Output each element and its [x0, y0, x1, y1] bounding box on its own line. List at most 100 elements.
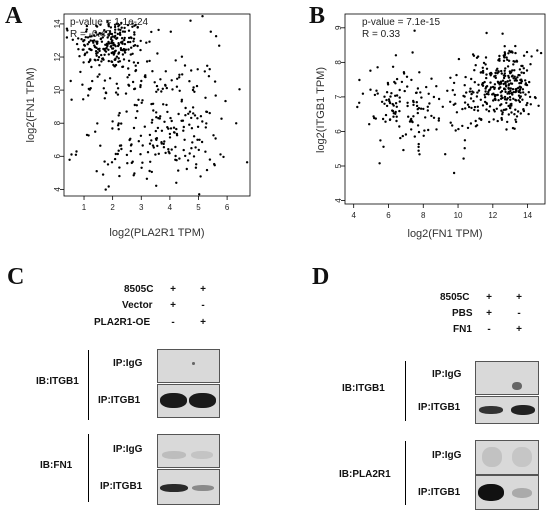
- data-point: [162, 146, 166, 149]
- data-point: [509, 98, 512, 101]
- data-point: [224, 99, 227, 103]
- data-point: [479, 98, 482, 102]
- data-point: [463, 95, 466, 98]
- data-point: [462, 157, 465, 160]
- data-point: [124, 92, 128, 95]
- data-point: [177, 112, 180, 116]
- data-point: [511, 93, 514, 96]
- data-point: [131, 22, 134, 25]
- data-point: [464, 107, 467, 110]
- data-point: [463, 147, 466, 150]
- data-point: [490, 72, 493, 75]
- data-point: [502, 76, 506, 80]
- data-point: [190, 69, 193, 72]
- data-point: [503, 74, 506, 77]
- data-point: [441, 105, 444, 109]
- data-point: [385, 98, 388, 102]
- data-point: [141, 161, 144, 164]
- data-point: [526, 101, 529, 105]
- data-point: [123, 30, 127, 33]
- data-point: [394, 110, 397, 114]
- data-point: [509, 106, 512, 110]
- band: [482, 447, 502, 467]
- data-point: [170, 119, 173, 123]
- data-point: [474, 63, 477, 67]
- data-point: [126, 162, 129, 165]
- data-point: [426, 105, 429, 109]
- data-point: [155, 111, 158, 114]
- data-point: [86, 36, 90, 39]
- data-point: [498, 57, 501, 61]
- data-point: [101, 173, 105, 176]
- data-point: [510, 111, 513, 114]
- data-point: [177, 169, 180, 172]
- data-point: [194, 166, 198, 169]
- data-point: [183, 64, 187, 67]
- data-point: [130, 161, 133, 165]
- ip-label-itgb1: IP:ITGB1: [418, 487, 461, 498]
- data-point: [134, 64, 137, 67]
- data-point: [503, 72, 506, 75]
- data-point: [115, 55, 119, 58]
- data-point: [466, 103, 470, 106]
- x-tick-label: 8: [421, 211, 426, 220]
- data-point: [146, 151, 150, 154]
- data-point: [415, 91, 418, 94]
- data-point: [467, 105, 471, 109]
- data-point: [470, 92, 473, 96]
- data-point: [104, 188, 107, 191]
- data-point: [167, 150, 170, 153]
- data-point: [500, 109, 503, 112]
- data-point: [96, 122, 99, 125]
- data-point: [191, 106, 195, 109]
- data-point: [514, 90, 517, 94]
- data-point: [71, 38, 75, 41]
- data-point: [168, 132, 172, 136]
- data-point: [178, 73, 181, 77]
- data-point: [394, 54, 398, 57]
- data-point: [111, 127, 114, 130]
- data-point: [160, 90, 163, 93]
- data-point: [107, 33, 110, 36]
- p-value-label: p-value = 7.1e-15: [362, 17, 441, 28]
- data-point: [391, 109, 395, 113]
- data-point: [205, 122, 208, 125]
- data-point: [386, 83, 390, 86]
- data-point: [199, 175, 202, 178]
- data-point: [385, 104, 389, 108]
- data-point: [411, 51, 414, 54]
- data-point: [402, 72, 406, 75]
- data-point: [503, 69, 506, 73]
- data-point: [508, 79, 512, 82]
- data-point: [111, 35, 115, 38]
- data-point: [83, 38, 86, 42]
- data-point: [470, 77, 473, 81]
- data-point: [507, 113, 510, 116]
- data-point: [156, 144, 159, 148]
- data-point: [461, 124, 464, 128]
- data-point: [407, 115, 410, 118]
- data-point: [118, 60, 122, 63]
- data-point: [87, 134, 90, 137]
- data-point: [106, 44, 109, 47]
- data-point: [199, 115, 203, 118]
- data-point: [379, 139, 382, 142]
- data-point: [200, 140, 204, 144]
- data-point: [143, 125, 146, 128]
- sign: +: [170, 284, 176, 295]
- data-point: [514, 44, 517, 48]
- data-point: [451, 89, 454, 92]
- data-point: [514, 98, 517, 102]
- data-point: [514, 51, 517, 55]
- data-point: [406, 104, 409, 108]
- data-point: [152, 109, 155, 112]
- data-point: [521, 64, 524, 68]
- band: [512, 488, 532, 498]
- data-point: [505, 101, 508, 105]
- data-point: [500, 69, 503, 73]
- data-point: [515, 115, 519, 118]
- header-label-8505c: 8505C: [124, 284, 154, 295]
- data-point: [151, 118, 154, 122]
- data-point: [502, 59, 506, 62]
